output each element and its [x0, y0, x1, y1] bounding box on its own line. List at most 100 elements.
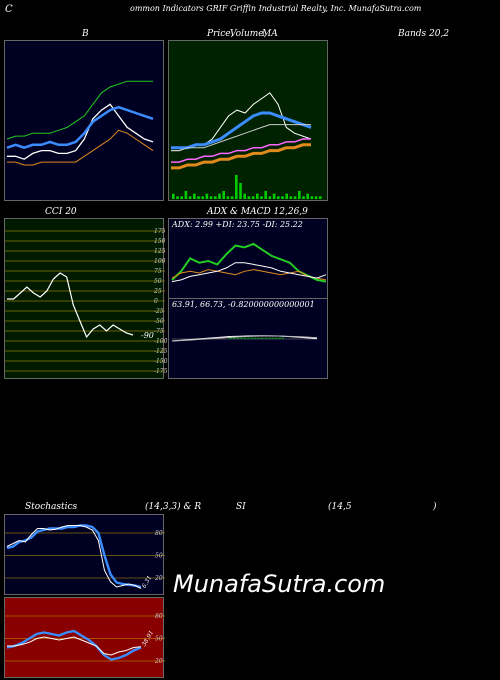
volume-bar: [289, 196, 293, 199]
cci-tick-label: -50: [154, 318, 164, 325]
rsi-slow-line: [7, 636, 142, 656]
stoch-tick-label: 50: [155, 553, 163, 560]
cci-tick-label: -125: [154, 348, 168, 355]
volume-bar: [209, 196, 213, 199]
volume-bar: [247, 196, 251, 199]
bands-label: Bands 20,2: [398, 29, 450, 39]
cci-tick-label: -25: [154, 308, 164, 315]
cci-panel: 175 150 125 100 75 50 25 0 -25 -50 -75 -100 -125 -150…: [4, 218, 168, 379]
stoch-label: Stochastics: [25, 502, 78, 512]
macd-signal-line: [171, 335, 318, 342]
bb-price-line: [7, 103, 154, 160]
cci-tick-label: 175: [154, 228, 166, 235]
header-left: C: [5, 4, 13, 15]
volume-bar: [298, 191, 301, 199]
volume-bar: [222, 191, 225, 199]
adx-macd-label: ADX & MACD 12,26,9: [207, 207, 308, 217]
macd-panel: 63.91, 66.73, -0.820000000000001: [168, 298, 328, 379]
volume-bar: [277, 196, 280, 199]
cci-tick-label: 25: [153, 288, 162, 295]
bb-label: B: [82, 29, 89, 39]
adx-panel: ADX: 2.99 +DI: 23.75 -DI: 25.22: [168, 218, 328, 299]
bollinger-chart: [6, 80, 154, 166]
rsi-panel: 80 50 20 38.91: [4, 597, 165, 678]
page-title: ommon Indicators GRIF Griffin Industrial…: [130, 4, 422, 13]
volume-bar: [226, 196, 230, 199]
volume-bar: [256, 193, 259, 199]
volume-bar: [218, 193, 221, 199]
cci-tick-label: -150: [154, 358, 168, 365]
volume-bar: [172, 193, 175, 199]
cci-tick-label: 0: [154, 298, 158, 305]
cci-tick-label: 125: [154, 248, 166, 255]
ma-short-line: [171, 111, 312, 150]
cci-last-value: -90: [141, 331, 154, 340]
volume-bar: [264, 191, 267, 199]
volume-label: Volume,: [230, 29, 267, 39]
volume-bar: [314, 196, 318, 199]
cci-tick-label: 75: [154, 268, 162, 275]
di-minus-line: [171, 269, 327, 281]
rsi-params: (14,5: [328, 502, 352, 512]
cci-label: CCI 20: [45, 207, 77, 217]
volume-bar: [306, 193, 309, 199]
bb-middle-band: [6, 105, 154, 150]
macd-readout: 63.91, 66.73, -0.820000000000001: [172, 300, 315, 309]
volume-bar: [197, 196, 200, 199]
bollinger-panel: [4, 40, 164, 201]
ma-long-line: [171, 138, 311, 163]
volume-bar: [272, 193, 276, 199]
volume-bar: [235, 175, 238, 199]
rsi-tick-label: 50: [155, 636, 163, 643]
volume-bar: [281, 196, 284, 199]
adx-chart: [171, 242, 327, 283]
stoch-chart: 80 50 206.31: [5, 524, 165, 590]
stoch-params: (14,3,3) & R: [145, 502, 202, 512]
volume-bar: [176, 196, 179, 199]
volume-bar: [201, 196, 204, 199]
price-chart: [171, 92, 322, 199]
cci-tick-label: 150: [154, 238, 166, 245]
volume-bar: [243, 193, 246, 199]
ma-mid-line: [171, 124, 311, 152]
stoch-fast-line: [6, 524, 142, 589]
stoch-last-value: 6.31: [141, 574, 154, 589]
stoch-tick-label: 20: [154, 575, 163, 582]
stoch-slow-line: [6, 525, 142, 589]
rsi-tick-label: 20: [154, 658, 163, 665]
cci-tick-label: -75: [154, 328, 164, 335]
volume-bar: [310, 196, 314, 199]
volume-bar: [193, 193, 196, 199]
volume-bar: [285, 193, 288, 199]
ma-longest-line: [171, 143, 311, 170]
volume-bar: [180, 196, 183, 199]
watermark: MunafaSutra.com: [173, 570, 386, 598]
stoch-panel: 80 50 20 6.31: [4, 514, 165, 595]
cci-tick-label: 50: [154, 278, 162, 285]
volume-bar: [184, 191, 188, 199]
cci-line: [7, 272, 134, 339]
rsi-tick-label: 80: [155, 613, 163, 620]
volume-bar: [205, 193, 209, 199]
price-label: Price,: [207, 29, 234, 39]
volume-bar: [230, 196, 234, 199]
ma-label: MA: [262, 29, 278, 39]
bb-upper-band: [6, 80, 153, 140]
volume-bar: [293, 196, 297, 199]
adx-readout: ADX: 2.99 +DI: 23.75 -DI: 25.22: [172, 220, 303, 229]
volume-bar: [319, 196, 322, 199]
cci-tick-label: -100: [154, 338, 168, 345]
stoch-tick-label: 80: [155, 530, 163, 537]
rsi-label: SI: [236, 502, 246, 512]
volume-bar: [251, 196, 255, 199]
volume-bar: [188, 196, 192, 199]
cci-tick-label: -175: [154, 368, 168, 375]
rsi-params-close: ): [433, 502, 437, 512]
volume-bar: [260, 196, 263, 199]
cci-tick-label: 100: [154, 258, 166, 265]
di-plus-line: [171, 262, 327, 283]
price-panel: [168, 40, 328, 201]
volume-bar: [239, 183, 242, 199]
volume-bar: [214, 196, 217, 199]
